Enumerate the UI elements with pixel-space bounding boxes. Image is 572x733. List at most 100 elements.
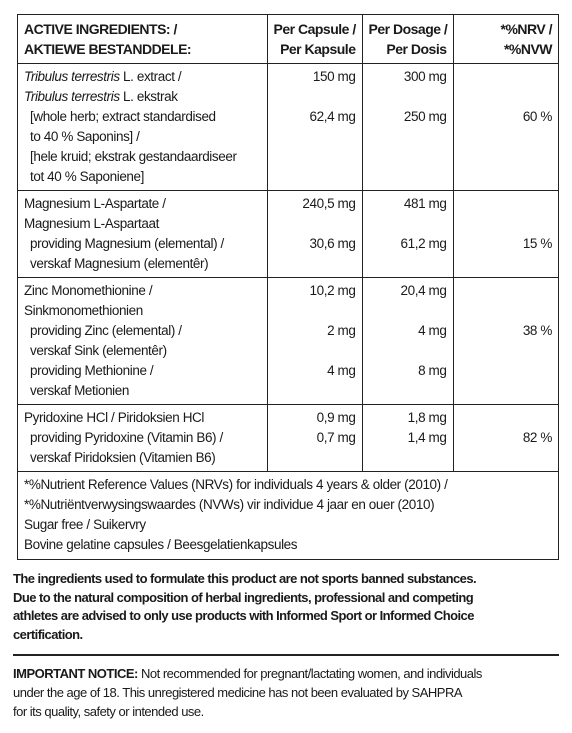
capsule-cell: 30,6 mg xyxy=(266,234,362,278)
ingredient-row: Pyridoxine HCl / Piridoksien HCl 0,9 mg 1,… xyxy=(18,404,558,428)
capsule-cell: 4 mg xyxy=(266,361,362,405)
text-line: providing Zinc (elemental) / xyxy=(30,323,182,338)
name-cell: Magnesium L-Aspartate / Magnesium L-Aspar… xyxy=(18,190,267,234)
dosage-cell: 300 mg xyxy=(361,63,453,107)
header-line: AKTIEWE BESTANDDELE: xyxy=(24,41,192,57)
capsule-cell: 0,7 mg xyxy=(266,428,362,471)
footnote: *%Nutrient Reference Values (NRVs) for i… xyxy=(24,477,448,492)
nrv-value: 15 % xyxy=(522,236,553,251)
statement-line: Due to the natural composition of herbal… xyxy=(13,589,474,605)
nrv-cell: 82 % xyxy=(452,428,558,471)
text-line: Pyridoxine HCl / Piridoksien HCl xyxy=(24,410,205,425)
ingredient-group: Zinc Monomethionine / Sinkmonomethionien 1… xyxy=(18,277,558,405)
dosage-value: 1,8 mg xyxy=(407,410,447,425)
capsule-value: 62,4 mg xyxy=(309,109,356,124)
notice-line: IMPORTANT NOTICE: Not recommended for pr… xyxy=(13,664,482,683)
text-line: verskaf Magnesium (elementêr) xyxy=(30,256,209,271)
text-line: [whole herb; extract standardised xyxy=(30,109,216,124)
text-line: Magnesium L-Aspartaat xyxy=(24,216,159,231)
capsule-cell: 62,4 mg xyxy=(266,107,362,191)
ingredient-row: Magnesium L-Aspartate / Magnesium L-Aspar… xyxy=(18,190,558,234)
header-cell: Per Dosage / Per Dosis xyxy=(361,15,453,64)
dosage-value: 4 mg xyxy=(418,323,447,338)
capsule-value: 0,7 mg xyxy=(316,430,356,445)
header-cell: ACTIVE INGREDIENTS: / AKTIEWE BESTANDDELE… xyxy=(18,15,267,64)
name-cell: providing Methionine / verskaf Metionien xyxy=(18,361,267,405)
nrv-cell xyxy=(452,63,558,107)
ingredient-row: providing Magnesium (elemental) / verskaf… xyxy=(18,234,558,278)
ingredient-group: Magnesium L-Aspartate / Magnesium L-Aspar… xyxy=(18,190,558,278)
name-cell: [whole herb; extract standardised to 40 %… xyxy=(18,107,267,191)
dosage-cell: 1,4 mg xyxy=(361,428,453,471)
ingredient-row: providing Pyridoxine (Vitamin B6) / versk… xyxy=(18,428,558,471)
header-cell: Per Capsule / Per Kapsule xyxy=(266,15,362,64)
dosage-value: 8 mg xyxy=(418,363,447,378)
divider xyxy=(13,654,559,656)
header-row: ACTIVE INGREDIENTS: / AKTIEWE BESTANDDELE… xyxy=(18,15,558,64)
header-line: Per Capsule / xyxy=(273,21,357,37)
ingredients-table: ACTIVE INGREDIENTS: / AKTIEWE BESTANDDELE… xyxy=(18,15,558,471)
ingredient-row: providing Methionine / verskaf Metionien 4… xyxy=(18,361,558,405)
name-cell: Pyridoxine HCl / Piridoksien HCl xyxy=(18,404,267,428)
text: L. extract / xyxy=(119,69,182,84)
text-line: Tribulus terrestris L. extract / xyxy=(24,67,261,87)
text-line: Zinc Monomethionine / xyxy=(24,283,153,298)
name-cell: providing Pyridoxine (Vitamin B6) / versk… xyxy=(18,428,267,471)
notice-text: under the age of 18. This unregistered m… xyxy=(13,685,463,700)
capsule-cell: 10,2 mg xyxy=(266,277,362,321)
statement: The ingredients used to formulate this p… xyxy=(13,570,477,644)
capsule-cell: 0,9 mg xyxy=(266,404,362,428)
text-line: providing Pyridoxine (Vitamin B6) / xyxy=(30,430,223,445)
footnote: Sugar free / Suikervry xyxy=(24,517,146,532)
name-cell: providing Zinc (elemental) / verskaf Sink… xyxy=(18,321,267,361)
dosage-value: 1,4 mg xyxy=(407,430,447,445)
capsule-value: 4 mg xyxy=(327,363,356,378)
nrv-cell xyxy=(452,361,558,405)
notice-label: IMPORTANT NOTICE: xyxy=(13,666,138,681)
header-line: Per Kapsule xyxy=(280,41,356,57)
nrv-cell: 38 % xyxy=(452,321,558,361)
text-line: Sinkmonomethionien xyxy=(24,303,143,318)
capsule-cell: 150 mg xyxy=(266,63,362,107)
notice-text: Not recommended for pregnant/lactating w… xyxy=(137,666,482,681)
ingredient-row: [whole herb; extract standardised to 40 %… xyxy=(18,107,558,191)
dosage-cell: 4 mg xyxy=(361,321,453,361)
text-line: providing Magnesium (elemental) / xyxy=(30,236,224,251)
ingredient-row: Zinc Monomethionine / Sinkmonomethionien 1… xyxy=(18,277,558,321)
nrv-cell: 60 % xyxy=(452,107,558,191)
footnote: *%Nutriëntverwysingswaardes (NVWs) vir i… xyxy=(24,497,435,512)
header-line: Per Dosage / xyxy=(368,21,448,37)
nutrition-table: ACTIVE INGREDIENTS: / AKTIEWE BESTANDDELE… xyxy=(17,14,559,560)
ingredient-row: Tribulus terrestris L. extract / Tribulus… xyxy=(18,63,558,108)
statement-line: The ingredients used to formulate this p… xyxy=(13,571,477,586)
ingredient-group: Pyridoxine HCl / Piridoksien HCl 0,9 mg 1,… xyxy=(18,404,558,471)
capsule-cell: 2 mg xyxy=(266,321,362,361)
name-cell: Tribulus terrestris L. extract / Tribulus… xyxy=(18,64,267,108)
nrv-value: 60 % xyxy=(522,109,553,124)
text-line: providing Methionine / xyxy=(30,363,154,378)
capsule-value: 0,9 mg xyxy=(316,410,356,425)
nrv-cell xyxy=(452,190,558,234)
dosage-cell: 8 mg xyxy=(361,361,453,405)
dosage-cell: 250 mg xyxy=(361,107,453,191)
text-line: verskaf Piridoksien (Vitamien B6) xyxy=(30,450,216,465)
nrv-value: 38 % xyxy=(522,323,553,338)
nrv-value: 82 % xyxy=(522,430,553,445)
text-line: tot 40 % Saponiene] xyxy=(30,169,144,184)
capsule-value: 30,6 mg xyxy=(309,236,356,251)
ingredient-group: Tribulus terrestris L. extract / Tribulus… xyxy=(18,63,558,191)
name-cell: providing Magnesium (elemental) / verskaf… xyxy=(18,234,267,278)
statement-line: athletes are advised to only use product… xyxy=(13,608,474,623)
text-line: Tribulus terrestris L. ekstrak xyxy=(24,87,261,107)
text-line: verskaf Metionien xyxy=(30,383,129,398)
ingredient-row: providing Zinc (elemental) / verskaf Sink… xyxy=(18,321,558,361)
dosage-cell: 20,4 mg xyxy=(361,277,453,321)
notice-text: for its quality, safety or intended use. xyxy=(13,704,204,719)
header-line: *%NVW xyxy=(503,41,553,57)
nrv-cell xyxy=(452,277,558,321)
header-line: Per Dosis xyxy=(386,41,447,57)
capsule-value: 150 mg xyxy=(312,69,356,84)
capsule-value: 2 mg xyxy=(327,323,356,338)
header-line: *%NRV / xyxy=(500,21,553,37)
